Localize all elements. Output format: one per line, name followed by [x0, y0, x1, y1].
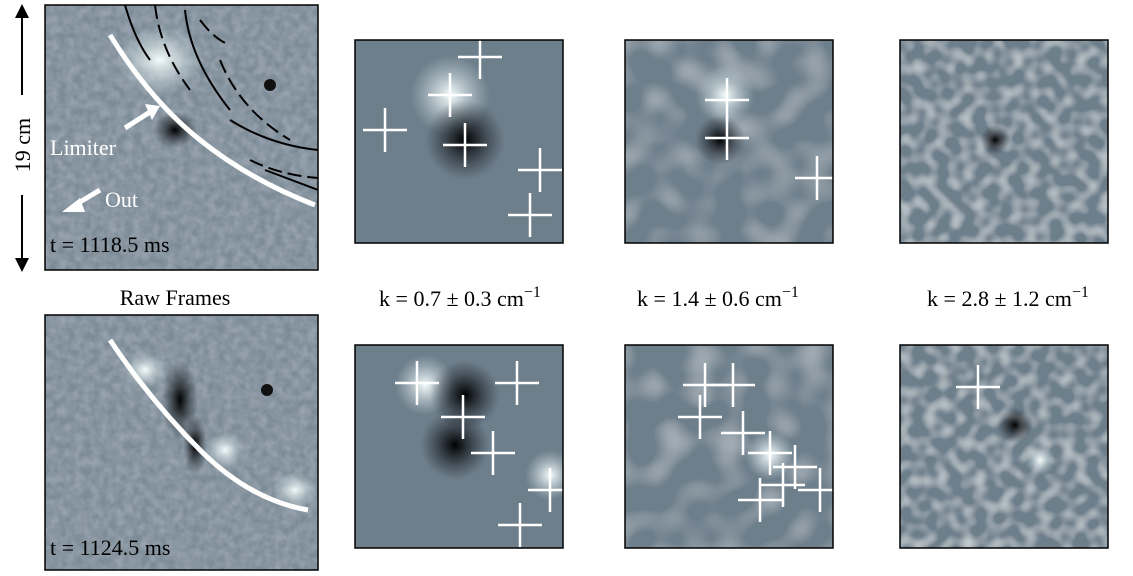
- filter-label: k = 2.8 ± 1.2 cm−1: [927, 284, 1089, 311]
- raw-frames-label: Raw Frames: [120, 285, 231, 310]
- blob: [420, 410, 490, 480]
- scale-label: 19 cm: [10, 118, 35, 172]
- raw-frame-top: Limiter Out t = 1118.5 ms: [45, 5, 318, 270]
- blob: [695, 115, 745, 165]
- filtered-panel: [625, 40, 839, 243]
- out-label: Out: [105, 187, 138, 212]
- blob: [1025, 445, 1055, 475]
- filter-label: k = 0.7 ± 0.3 cm−1: [379, 284, 541, 311]
- raw-frame-bottom: t = 1124.5 ms: [45, 315, 318, 570]
- panel-bg: [625, 345, 833, 548]
- filtered-panel: [900, 345, 1108, 548]
- panel-bg: [900, 345, 1108, 548]
- scale-bar: 19 cm: [10, 4, 35, 272]
- blob: [980, 125, 1010, 155]
- figure: 19 cm Limiter Out t = 1118.5 ms Raw Fram…: [0, 0, 1133, 576]
- filtered-panel: [355, 345, 575, 548]
- filtered-panel: [625, 345, 842, 548]
- blob: [997, 407, 1033, 443]
- limiter-label: Limiter: [50, 135, 117, 160]
- time-label: t = 1118.5 ms: [50, 232, 170, 257]
- time-label: t = 1124.5 ms: [50, 535, 170, 560]
- filter-label: k = 1.4 ± 0.6 cm−1: [637, 284, 799, 311]
- filtered-panel: [900, 40, 1108, 243]
- filtered-panel: [355, 35, 563, 243]
